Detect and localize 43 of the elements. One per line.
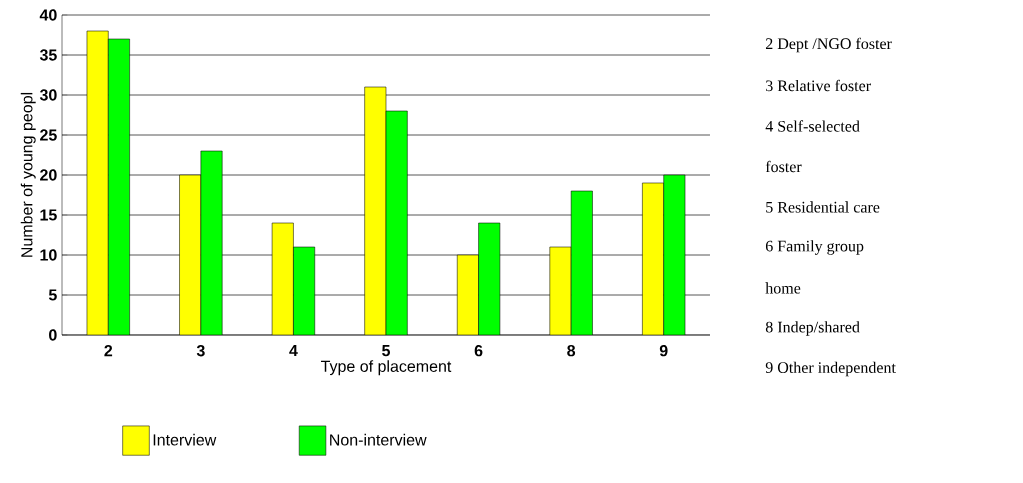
text: 2 Dept /NGO foster: [765, 37, 892, 53]
text: 4 Self-selected: [765, 120, 860, 132]
x-tick-label: 8: [567, 345, 576, 357]
bar: [549, 246, 572, 335]
text: 3 Relative foster: [766, 79, 871, 92]
bar: [663, 174, 686, 335]
bar: [364, 86, 387, 335]
y-tick-label: 0: [49, 329, 57, 341]
y-tick-label: 10: [40, 249, 57, 261]
text: 6 Family group: [765, 240, 864, 255]
bar: [456, 254, 479, 335]
bar: [108, 38, 130, 335]
x-tick-label: 2: [104, 345, 113, 357]
y-tick-label: 5: [48, 289, 57, 301]
x-tick-label: 4: [289, 345, 298, 357]
y-axis-title: Number of young peopl: [20, 92, 36, 257]
text: 8 Indep/shared: [765, 321, 860, 336]
bar: [86, 30, 109, 335]
text: 9 Other independent: [765, 361, 896, 377]
y-tick-label: 25: [40, 129, 57, 141]
bar: [570, 190, 593, 335]
text: 5 Residential care: [766, 201, 880, 213]
x-tick-label: 3: [196, 345, 205, 357]
x-tick-label: 5: [382, 345, 390, 357]
bar: [179, 174, 202, 335]
x-axis-title: Type of placement: [320, 360, 452, 376]
y-tick-label: 20: [40, 169, 57, 181]
y-tick-label: 40: [39, 9, 57, 21]
x-tick-label: 9: [659, 345, 668, 357]
legend-label: Interview: [153, 433, 217, 446]
text: foster: [765, 160, 802, 173]
bar: [293, 246, 316, 335]
x-tick-label: 6: [474, 345, 483, 357]
text: home: [765, 282, 801, 294]
y-tick-label: 35: [39, 49, 57, 61]
bar: [478, 222, 501, 335]
legend-label: Non-interview: [330, 433, 427, 446]
bar: [385, 110, 408, 335]
bar: [271, 222, 294, 335]
y-tick-label: 15: [40, 209, 57, 221]
bar: [200, 150, 223, 335]
bar: [642, 182, 664, 335]
y-tick-label: 30: [39, 89, 57, 101]
